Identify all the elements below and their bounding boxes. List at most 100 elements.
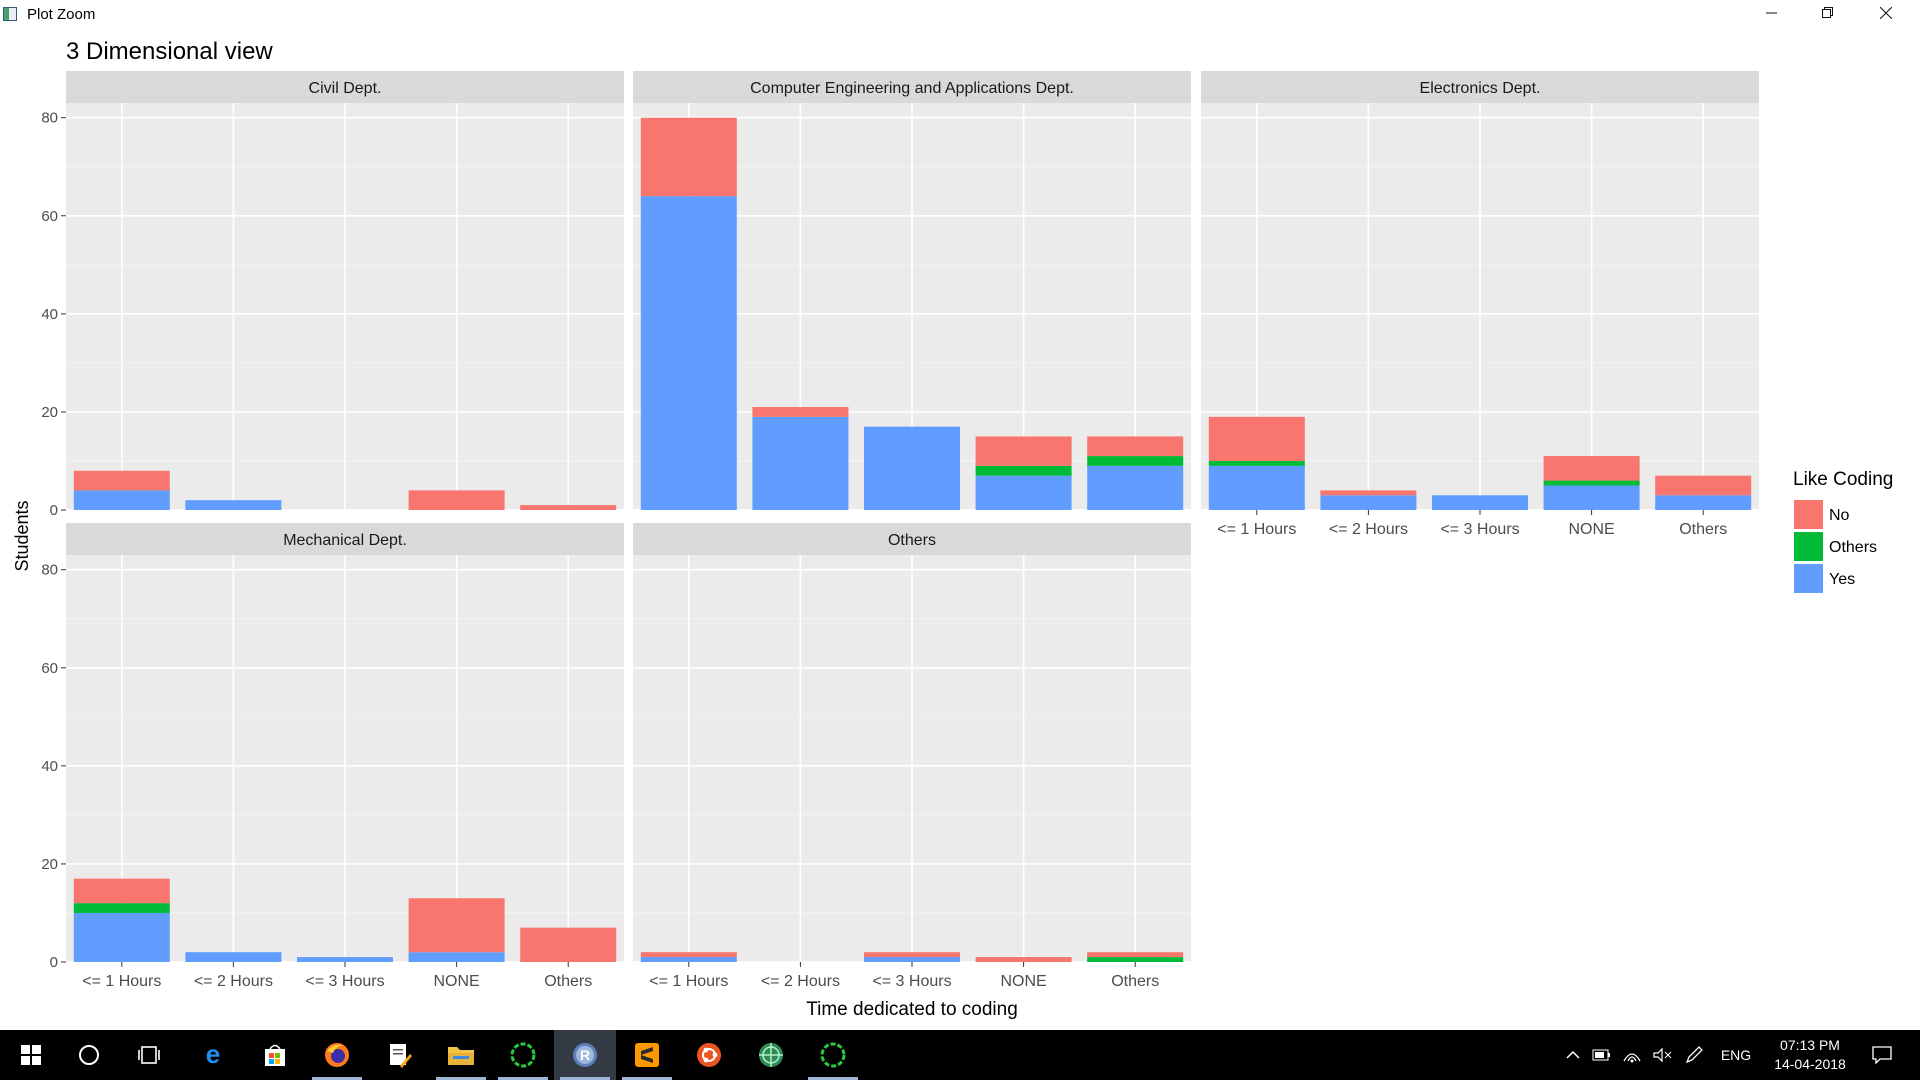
bar-computer-engineering-and-applications-dept-1-hours-yes xyxy=(640,196,737,510)
rstudio-ring-icon[interactable] xyxy=(492,1030,554,1080)
x-tick-label: <= 1 Hours xyxy=(649,973,728,990)
bar-mechanical-dept-none-yes xyxy=(408,952,505,962)
x-tick-label: <= 3 Hours xyxy=(305,973,384,990)
facet-strip-computer-engineering-and-applications-dept xyxy=(633,71,1191,103)
plot-zoom-window: Plot Zoom 3 Dimensional view Students Time… xyxy=(0,0,1920,1020)
facet-strip-label: Computer Engineering and Applications De… xyxy=(750,80,1074,97)
legend-swatch-yes xyxy=(1794,564,1823,593)
chevron-up-icon[interactable] xyxy=(1560,1030,1586,1080)
legend-label: Others xyxy=(1829,539,1877,556)
bar-others-1-hours-yes xyxy=(640,957,737,962)
x-axis-label: Time dedicated to coding xyxy=(806,999,1018,1020)
facet-strip-label: Mechanical Dept. xyxy=(283,532,407,549)
restore-icon xyxy=(1822,7,1833,18)
bar-mechanical-dept-1-hours-others xyxy=(73,903,170,913)
bar-electronics-dept-1-hours-no xyxy=(1208,416,1305,461)
volume-muted-icon[interactable] xyxy=(1648,1030,1676,1080)
bar-electronics-dept-3-hours-yes xyxy=(1432,495,1528,510)
bar-others-1-hours-no xyxy=(640,952,737,958)
rstudio-ring-icon-2[interactable] xyxy=(802,1030,864,1080)
battery-icon[interactable] xyxy=(1588,1030,1616,1080)
bar-electronics-dept-2-hours-yes xyxy=(1320,495,1417,510)
bar-civil-dept-others-no xyxy=(520,505,617,510)
bar-civil-dept-none-no xyxy=(408,490,505,510)
bar-mechanical-dept-others-no xyxy=(520,927,617,962)
cortana-search-icon[interactable] xyxy=(58,1030,120,1080)
network-globe-icon[interactable] xyxy=(740,1030,802,1080)
r-icon[interactable]: R xyxy=(554,1030,616,1080)
taskbar: e R xyxy=(0,1030,1920,1080)
y-tick-label: 0 xyxy=(50,502,58,519)
pen-icon[interactable] xyxy=(1680,1030,1708,1080)
x-tick-label: <= 2 Hours xyxy=(761,973,840,990)
y-tick-label: 60 xyxy=(41,660,58,677)
x-tick-label: NONE xyxy=(433,973,479,990)
title-bar[interactable]: Plot Zoom xyxy=(0,0,1920,30)
minimize-button[interactable] xyxy=(1744,0,1800,30)
facet-strip-electronics-dept xyxy=(1201,71,1759,103)
bar-others-others-others xyxy=(1087,957,1184,962)
bar-computer-engineering-and-applications-dept-others-yes xyxy=(1087,465,1184,510)
ubuntu-icon[interactable] xyxy=(678,1030,740,1080)
y-tick-label: 20 xyxy=(41,404,58,421)
legend-title: Like Coding xyxy=(1793,469,1893,490)
bar-others-none-no xyxy=(975,957,1072,962)
y-tick-label: 40 xyxy=(41,306,58,323)
notifications-icon[interactable] xyxy=(1862,1030,1902,1080)
bar-others-others-no xyxy=(1087,952,1184,958)
restore-button[interactable] xyxy=(1800,0,1856,30)
task-view-icon[interactable] xyxy=(118,1030,180,1080)
y-tick-label: 80 xyxy=(41,562,58,579)
facet-strip-mechanical-dept xyxy=(66,523,624,555)
x-tick-label: Others xyxy=(1679,521,1727,538)
app-icon xyxy=(3,7,17,21)
y-tick-label: 60 xyxy=(41,208,58,225)
firefox-icon[interactable] xyxy=(306,1030,368,1080)
bar-electronics-dept-none-no xyxy=(1543,456,1640,481)
bar-civil-dept-2-hours-yes xyxy=(185,500,282,510)
close-button[interactable] xyxy=(1858,0,1914,30)
x-tick-label: <= 2 Hours xyxy=(194,973,273,990)
clock[interactable]: 07:13 PM 14-04-2018 xyxy=(1750,1036,1870,1074)
bar-electronics-dept-1-hours-yes xyxy=(1208,465,1305,510)
pdf-editor-icon[interactable] xyxy=(368,1030,430,1080)
svg-text:R: R xyxy=(580,1047,590,1063)
clock-date: 14-04-2018 xyxy=(1774,1056,1846,1072)
bar-others-3-hours-yes xyxy=(864,957,960,962)
clock-time: 07:13 PM xyxy=(1780,1037,1840,1053)
bar-others-3-hours-no xyxy=(864,952,960,958)
bar-electronics-dept-others-yes xyxy=(1655,495,1752,510)
bar-civil-dept-1-hours-yes xyxy=(73,490,170,510)
facet-strip-others xyxy=(633,523,1191,555)
bar-mechanical-dept-3-hours-yes xyxy=(297,957,393,962)
svg-text:e: e xyxy=(206,1042,220,1068)
bar-civil-dept-1-hours-no xyxy=(73,470,170,491)
bar-mechanical-dept-2-hours-yes xyxy=(185,952,282,962)
bar-mechanical-dept-1-hours-no xyxy=(73,878,170,904)
edge-icon[interactable]: e xyxy=(182,1030,244,1080)
facet-strip-label: Others xyxy=(888,532,936,549)
bar-computer-engineering-and-applications-dept-none-yes xyxy=(975,475,1072,510)
bar-computer-engineering-and-applications-dept-others-others xyxy=(1087,456,1184,466)
close-icon xyxy=(1879,6,1893,20)
bar-computer-engineering-and-applications-dept-2-hours-yes xyxy=(752,416,849,510)
x-tick-label: Others xyxy=(1111,973,1159,990)
windows-start-icon[interactable] xyxy=(0,1030,62,1080)
bar-electronics-dept-2-hours-no xyxy=(1320,490,1417,496)
language-indicator[interactable]: ENG xyxy=(1720,1047,1752,1063)
bar-electronics-dept-none-others xyxy=(1543,480,1640,486)
y-tick-label: 0 xyxy=(50,954,58,971)
bar-computer-engineering-and-applications-dept-others-no xyxy=(1087,436,1184,457)
x-tick-label: <= 3 Hours xyxy=(1440,521,1519,538)
sublime-text-icon[interactable] xyxy=(616,1030,678,1080)
store-icon[interactable] xyxy=(244,1030,306,1080)
bar-computer-engineering-and-applications-dept-none-others xyxy=(975,465,1072,476)
plot-title: 3 Dimensional view xyxy=(66,38,273,65)
wifi-icon[interactable] xyxy=(1618,1030,1646,1080)
bar-computer-engineering-and-applications-dept-none-no xyxy=(975,436,1072,466)
x-tick-label: NONE xyxy=(1000,973,1046,990)
faceted-bar-chart: 3 Dimensional view Students Time dedicated… xyxy=(12,38,1893,1020)
bar-computer-engineering-and-applications-dept-1-hours-no xyxy=(640,117,737,197)
file-explorer-icon[interactable] xyxy=(430,1030,492,1080)
x-tick-label: NONE xyxy=(1568,521,1614,538)
